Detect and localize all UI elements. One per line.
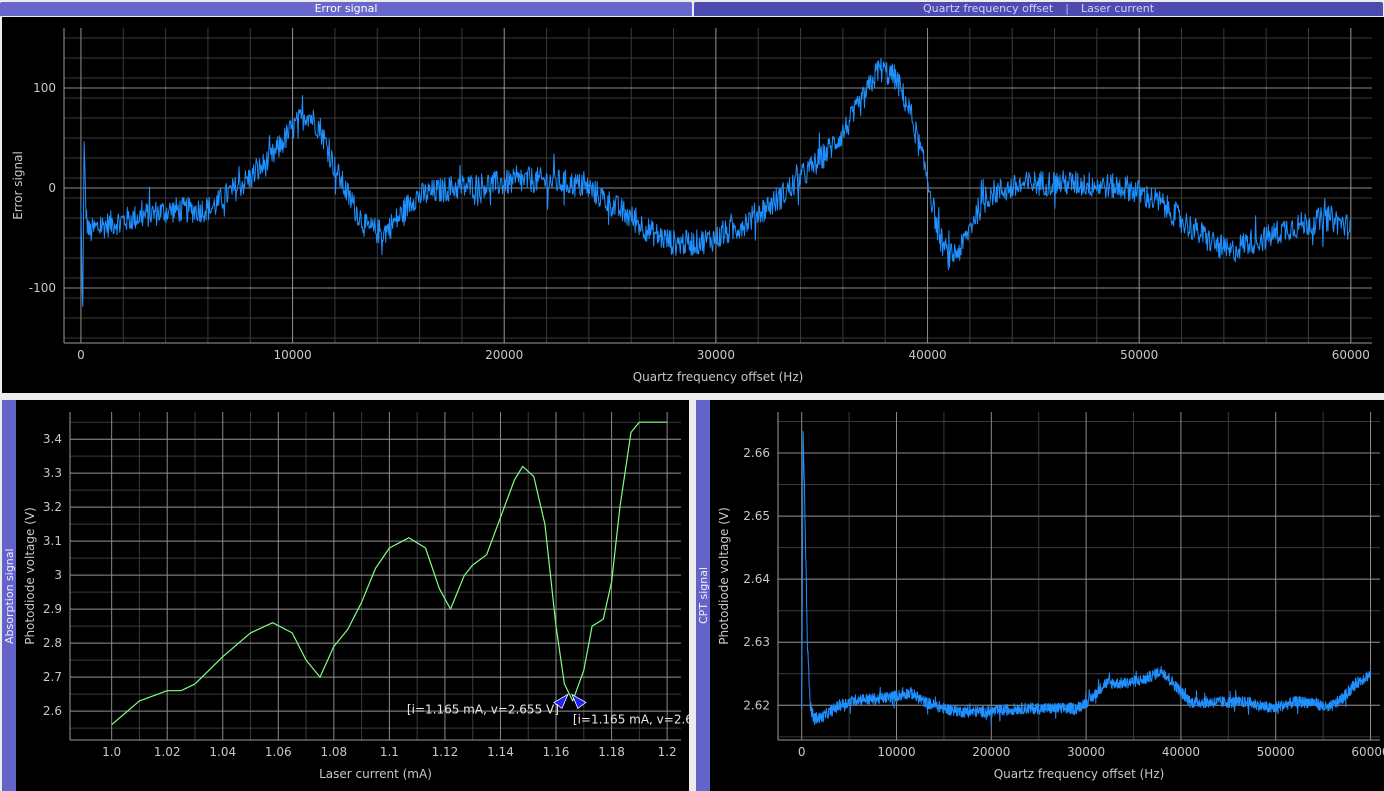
data-marker-left (553, 693, 569, 710)
data-marker-right (571, 693, 587, 710)
y-tick-label: 2.7 (43, 670, 62, 684)
y-axis-label: Photodiode voltage (V) (23, 507, 37, 645)
x-tick-label: 1.04 (209, 745, 236, 759)
x-tick-label: 0 (77, 348, 85, 362)
y-tick-label: 3.1 (43, 534, 62, 548)
x-tick-label: 1.12 (432, 745, 459, 759)
x-tick-label: 1.0 (102, 745, 121, 759)
x-tick-label: 40000 (908, 348, 946, 362)
cpt-signal-plot[interactable]: 0 10000 20000 30000 40000 50000 60000 2.62 2.63 2… (710, 400, 1384, 791)
error-signal-plot[interactable]: 0 10000 20000 30000 40000 50000 60000 -100 0 100 Q… (2, 17, 1384, 393)
series-line-0 (111, 421, 668, 726)
x-tick-label: 0 (798, 745, 806, 759)
y-tick-label: 0 (48, 181, 56, 195)
x-tick-label: 50000 (1120, 348, 1158, 362)
x-tick-label: 60000 (1332, 348, 1370, 362)
x-tick-label: 1.16 (543, 745, 570, 759)
x-tick-label: 30000 (1067, 745, 1105, 759)
x-tick-label: 1.1 (380, 745, 399, 759)
y-tick-label: 2.66 (743, 446, 770, 460)
absorption-signal-panel: 1.0 1.02 1.04 1.06 1.08 1.1 1.12 1.14 1.16 1.18 1.… (16, 400, 689, 791)
absorption-signal-plot[interactable]: 1.0 1.02 1.04 1.06 1.08 1.1 1.12 1.14 1.16 1.18 1.… (16, 400, 689, 791)
series-line-0 (80, 57, 1352, 307)
x-axis-label: Quartz frequency offset (Hz) (633, 370, 804, 384)
x-tick-label: 1.06 (265, 745, 292, 759)
x-tick-label: 1.02 (154, 745, 181, 759)
x-tick-label: 10000 (877, 745, 915, 759)
y-axis-label: Photodiode voltage (V) (717, 507, 731, 645)
x-tick-label: 10000 (273, 348, 311, 362)
y-tick-label: 2.6 (43, 704, 62, 718)
y-tick-label: 3.3 (43, 466, 62, 480)
x-tick-label: 50000 (1257, 745, 1295, 759)
absorption-signal-side-tab-label: Absorption signal (3, 548, 16, 644)
x-tick-label: 30000 (697, 348, 735, 362)
y-axis-label: Error signal (11, 151, 25, 220)
x-tick-label: 20000 (485, 348, 523, 362)
tab-separator: | (1065, 2, 1069, 15)
y-tick-label: 2.9 (43, 602, 62, 616)
x-tick-label: 1.08 (320, 745, 347, 759)
series-line-0 (801, 431, 1371, 725)
data-marker-label: [i=1.165 mA, v=2.655 V] (407, 702, 559, 716)
y-tick-label: 3.4 (43, 432, 62, 446)
tab-error-signal-label: Error signal (314, 2, 378, 15)
x-tick-label: 20000 (972, 745, 1010, 759)
tab-laser-current[interactable]: Laser current (1080, 2, 1155, 15)
y-tick-label: 3 (54, 568, 62, 582)
x-tick-label: 40000 (1162, 745, 1200, 759)
y-tick-label: 3.2 (43, 500, 62, 514)
tab-error-signal[interactable]: Error signal (0, 2, 692, 16)
x-tick-label: 1.18 (598, 745, 625, 759)
tab-group-quartz-laser: Quartz frequency offset | Laser current (694, 2, 1383, 16)
cpt-signal-panel: 0 10000 20000 30000 40000 50000 60000 2.62 2.63 2… (710, 400, 1384, 791)
data-marker-label: [i=1.165 mA, v=2.62 (573, 712, 689, 726)
y-tick-label: 100 (33, 81, 56, 95)
x-axis-label: Laser current (mA) (319, 767, 432, 781)
x-tick-label: 60000 (1351, 745, 1384, 759)
y-tick-label: 2.8 (43, 636, 62, 650)
x-tick-label: 1.2 (658, 745, 677, 759)
y-tick-label: 2.62 (743, 698, 770, 712)
y-tick-label: 2.63 (743, 635, 770, 649)
y-tick-label: -100 (29, 281, 56, 295)
y-tick-label: 2.65 (743, 509, 770, 523)
cpt-signal-side-tab-label: CPT signal (697, 566, 710, 624)
x-tick-label: 1.14 (487, 745, 514, 759)
x-axis-label: Quartz frequency offset (Hz) (994, 767, 1165, 781)
absorption-signal-side-tab[interactable]: Absorption signal (2, 400, 16, 791)
error-signal-panel: 0 10000 20000 30000 40000 50000 60000 -100 0 100 Q… (2, 17, 1384, 393)
cpt-signal-side-tab[interactable]: CPT signal (696, 400, 710, 791)
y-tick-label: 2.64 (743, 572, 770, 586)
tab-quartz-frequency-offset[interactable]: Quartz frequency offset (922, 2, 1054, 15)
